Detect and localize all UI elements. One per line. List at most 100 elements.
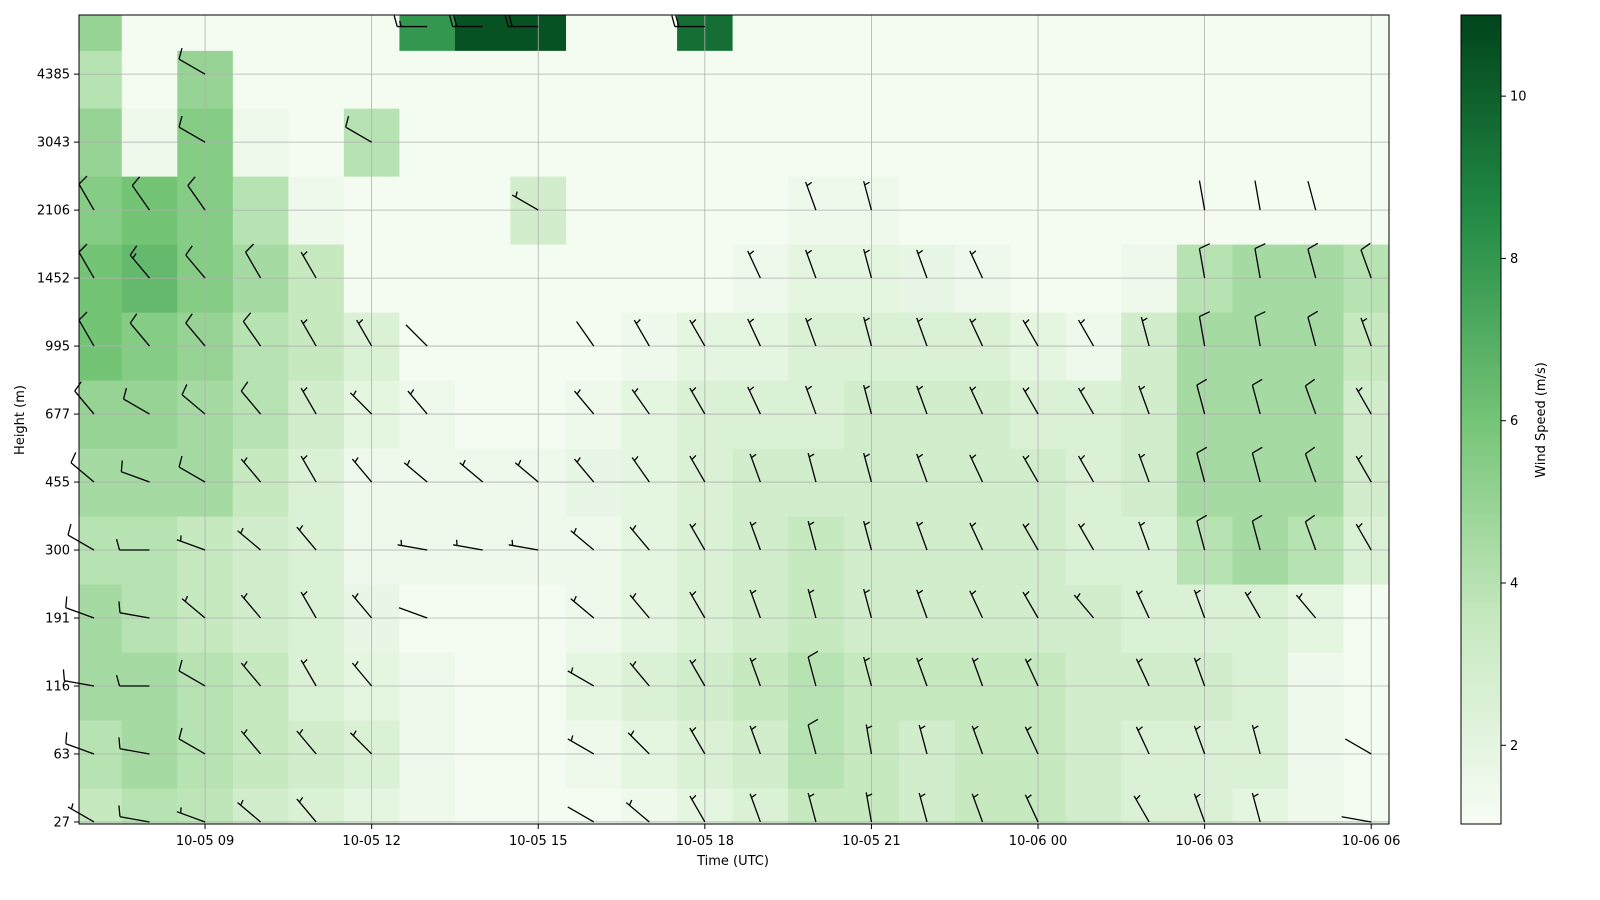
wind-barb xyxy=(1140,316,1150,347)
heatmap-cell xyxy=(79,15,123,51)
wind-barb xyxy=(1198,243,1211,279)
wind-barb xyxy=(1254,180,1261,211)
wind-barb xyxy=(916,589,928,619)
wind-barb xyxy=(351,593,373,619)
heatmap-cell xyxy=(454,50,511,109)
wind-barb xyxy=(1024,726,1039,755)
wind-barb xyxy=(1022,319,1039,347)
heatmap-cell xyxy=(566,15,623,51)
heatmap-cell xyxy=(399,15,456,51)
wind-barb xyxy=(449,15,483,28)
wind-barb xyxy=(916,657,928,687)
heatmap-cell xyxy=(79,50,123,109)
y-tick-label: 2106 xyxy=(37,204,70,219)
wind-barb xyxy=(1295,593,1317,619)
heatmap-cell xyxy=(954,50,1011,109)
heatmap-cell xyxy=(954,787,1011,825)
wind-barb xyxy=(176,807,206,823)
heatmap-cell xyxy=(1343,15,1390,51)
heatmap-cell xyxy=(899,787,956,825)
wind-barb xyxy=(863,588,873,619)
wind-barb xyxy=(863,452,873,483)
wind-barb xyxy=(129,245,151,279)
wind-barb xyxy=(245,243,262,279)
wind-barb xyxy=(807,792,817,823)
y-axis-label: Height (m) xyxy=(13,385,28,455)
wind-barb xyxy=(187,176,206,211)
wind-barb xyxy=(689,455,706,483)
wind-barb xyxy=(181,595,206,619)
wind-barb xyxy=(1360,242,1372,279)
heatmap-cell xyxy=(1287,15,1344,51)
heatmap-cell xyxy=(899,15,956,51)
wind-barb xyxy=(181,384,206,415)
heatmap-cell xyxy=(288,15,345,51)
wind-barb xyxy=(1251,514,1263,551)
wind-barb xyxy=(627,730,650,755)
heatmap-cell xyxy=(79,787,123,825)
wind-barb xyxy=(504,15,539,28)
x-tick-label: 10-06 06 xyxy=(1342,834,1400,849)
heatmap xyxy=(79,15,1390,825)
wind-barb xyxy=(1251,378,1263,415)
wind-barb xyxy=(1022,523,1039,551)
wind-barb xyxy=(749,453,761,483)
wind-barb xyxy=(747,250,761,279)
wind-barb xyxy=(1355,387,1372,415)
wind-barb xyxy=(916,385,928,415)
y-tick-label: 27 xyxy=(53,815,70,830)
wind-barb xyxy=(865,724,873,755)
wind-barb xyxy=(1135,590,1150,619)
wind-barb xyxy=(240,729,262,755)
wind-barb xyxy=(969,386,984,415)
heatmap-cell xyxy=(399,50,456,109)
y-tick-label: 1452 xyxy=(37,272,70,287)
wind-barb xyxy=(115,538,150,551)
wind-barb xyxy=(118,805,150,823)
wind-barb xyxy=(805,249,817,279)
wind-barb xyxy=(689,319,706,347)
wind-barb xyxy=(918,792,928,823)
wind-barb xyxy=(689,658,706,687)
wind-barb xyxy=(916,453,928,483)
x-tick-label: 10-05 21 xyxy=(842,834,900,849)
heatmap-cell xyxy=(732,50,789,109)
wind-barb xyxy=(969,454,984,483)
heatmap-cell xyxy=(288,50,345,109)
wind-barb xyxy=(74,381,95,415)
wind-barb xyxy=(1078,455,1095,483)
wind-barb xyxy=(689,523,706,551)
wind-barb xyxy=(397,539,428,551)
wind-barb xyxy=(296,729,317,755)
colorbar-label: Wind Speed (m/s) xyxy=(1534,362,1549,478)
wind-barb xyxy=(1360,317,1372,347)
x-tick-label: 10-06 00 xyxy=(1009,834,1067,849)
wind-barb xyxy=(1133,794,1150,823)
wind-barb xyxy=(178,47,206,75)
heatmap-cell xyxy=(1343,50,1390,109)
wind-barb xyxy=(67,523,95,551)
wind-barb xyxy=(969,250,984,279)
colorbar-tick-label: 4 xyxy=(1510,577,1518,592)
wind-barb xyxy=(349,390,373,415)
heatmap-cell xyxy=(621,15,678,51)
x-tick-label: 10-05 18 xyxy=(676,834,734,849)
wind-barb xyxy=(863,248,873,279)
wind-barb xyxy=(1304,514,1317,551)
heatmap-cell xyxy=(121,50,178,109)
wind-barb xyxy=(1355,523,1372,551)
colorbar-tick-label: 8 xyxy=(1510,252,1518,267)
wind-barb xyxy=(237,799,262,823)
wind-barb xyxy=(567,735,595,755)
heatmap-cell xyxy=(399,787,456,825)
heatmap-cell xyxy=(1065,15,1122,51)
wind-barb xyxy=(120,460,150,483)
wind-barb xyxy=(807,520,817,551)
wind-barb xyxy=(631,387,650,415)
heatmap-cell xyxy=(121,15,178,51)
wind-barb xyxy=(185,245,206,279)
wind-barb xyxy=(78,311,95,347)
wind-barb xyxy=(969,522,984,551)
wind-barb xyxy=(574,389,595,415)
